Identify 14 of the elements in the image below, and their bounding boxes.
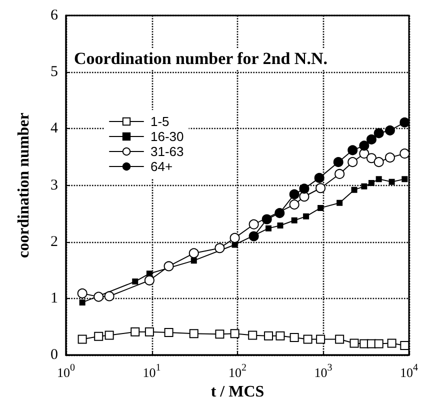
y-tick-label: 6 bbox=[50, 8, 58, 24]
legend-label: 31-63 bbox=[150, 144, 184, 159]
y-tick-label: 2 bbox=[50, 234, 58, 250]
y-axis-title: coordination number bbox=[16, 112, 32, 258]
legend-label: 1-5 bbox=[150, 114, 170, 129]
y-tick-label: 1 bbox=[50, 290, 58, 306]
legend-label: 64+ bbox=[150, 159, 173, 174]
x-axis-title: t / MCS bbox=[210, 384, 264, 400]
y-tick-label: 0 bbox=[50, 347, 58, 364]
y-tick-label: 4 bbox=[50, 120, 58, 137]
legend-label: 16-30 bbox=[150, 129, 184, 144]
text: Coordination number for 2nd N.N. bbox=[74, 49, 328, 68]
y-tick-label: 5 bbox=[50, 64, 58, 80]
y-tick-label: 3 bbox=[50, 177, 58, 194]
